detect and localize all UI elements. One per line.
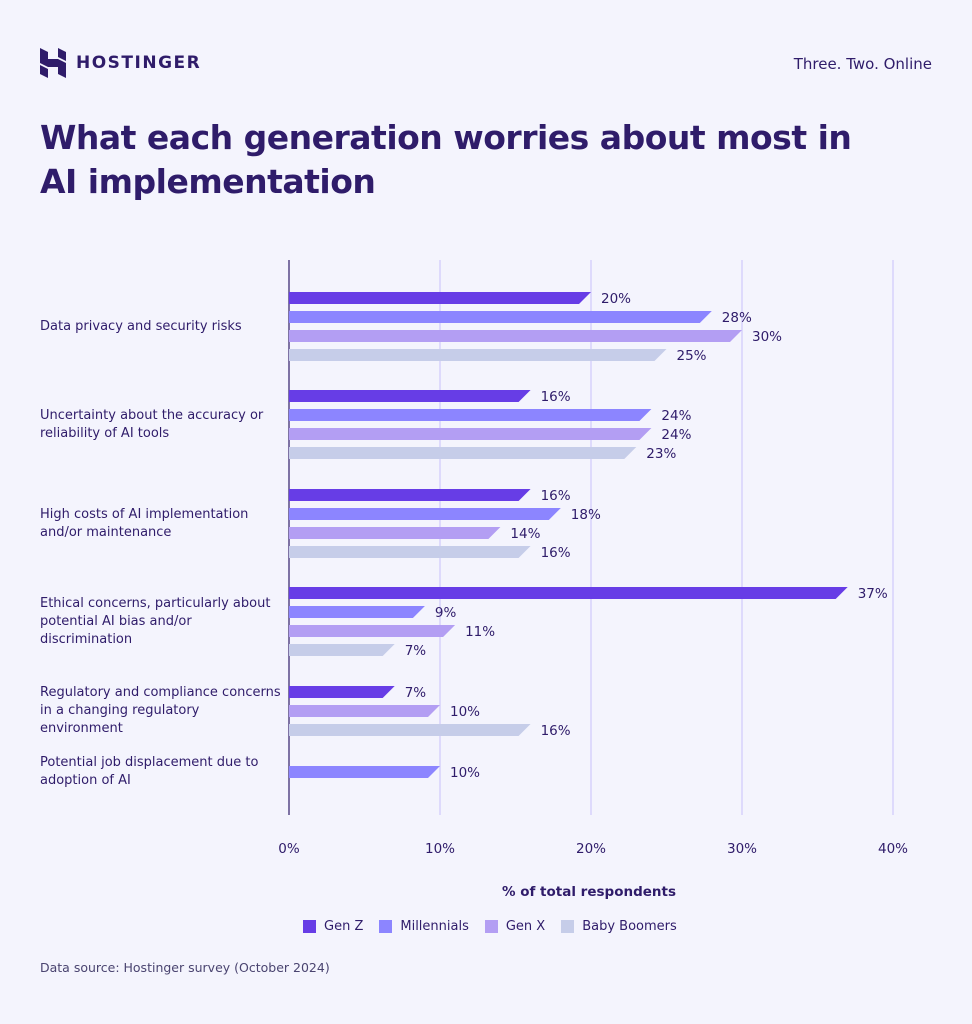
bar-gen-x [289,527,501,539]
legend-label: Gen X [505,919,546,934]
bar-millennials [289,508,561,520]
data-label: 25% [677,348,707,364]
data-label: 20% [601,291,631,307]
chart-title: What each generation worries about most … [40,118,852,201]
bar-baby-boomers [289,724,531,736]
x-tick-label: 40% [878,841,908,857]
bar-gen-z [289,587,848,599]
legend-swatch [303,920,316,933]
bar-gen-z [289,292,591,304]
brand-name: HOSTINGER [76,53,202,73]
bar-millennials [289,311,712,323]
data-label: 7% [405,643,427,659]
data-label: 30% [752,329,782,345]
bar-gen-x [289,428,652,440]
hostinger-h-icon [40,48,66,78]
bar-gen-z [289,686,395,698]
legend-swatch [484,920,498,933]
bar-baby-boomers [289,447,637,459]
x-tick-label: 0% [278,841,300,857]
legend-label: Baby Boomers [582,919,677,934]
category-label: Data privacy and security risks [40,318,242,334]
data-label: 28% [722,310,752,326]
legend-label: Gen Z [324,919,364,934]
data-label: 9% [435,605,457,621]
bar-gen-x [289,625,456,637]
x-tick-label: 30% [727,841,757,857]
data-label: 24% [661,427,691,443]
data-label: 16% [541,723,571,739]
category-label: Regulatory and compliance concerns in a … [40,685,281,736]
bar-baby-boomers [289,546,531,558]
category-label: Uncertainty about the accuracy or reliab… [40,407,264,441]
bar-gen-z [289,489,531,501]
x-axis-label: % of total respondents [501,884,676,900]
data-label: 7% [405,685,427,701]
tagline: Three. Two. Online [793,55,932,73]
hostinger-logo: HOSTINGER [40,48,201,78]
data-label: 10% [450,704,480,720]
data-label: 16% [541,488,571,504]
data-label: 18% [571,507,601,523]
legend-item: Millennials [379,919,469,934]
data-label: 37% [858,586,888,602]
bar-millennials [289,606,425,618]
data-label: 10% [450,765,480,781]
legend: Gen Z Millennials Gen X Baby Boomers [303,919,677,934]
bar-baby-boomers [289,644,395,656]
legend-item: Baby Boomers [561,919,677,934]
x-tick-label: 20% [576,841,606,857]
bar-gen-x [289,330,742,342]
data-label: 11% [465,624,495,640]
data-label: 16% [541,389,571,405]
bar-millennials [289,409,652,421]
data-label: 14% [510,526,540,542]
data-label: 23% [646,446,676,462]
data-label: 24% [661,408,691,424]
bar-millennials [289,766,440,778]
x-tick-label: 10% [425,841,455,857]
category-label: High costs of AI implementation and/or m… [40,506,249,540]
category-label: Ethical concerns, particularly about pot… [40,595,271,647]
data-source: Data source: Hostinger survey (October 2… [40,960,330,975]
bar-gen-z [289,390,531,402]
legend-item: Gen Z [303,919,363,934]
legend-swatch [379,920,393,933]
category-label: Potential job displacement due to adopti… [40,755,259,788]
bar-gen-x [289,705,440,717]
legend-item: Gen X [484,919,546,934]
bar-baby-boomers [289,349,667,361]
legend-label: Millennials [400,919,469,934]
legend-swatch [561,920,575,933]
data-label: 16% [541,545,571,561]
